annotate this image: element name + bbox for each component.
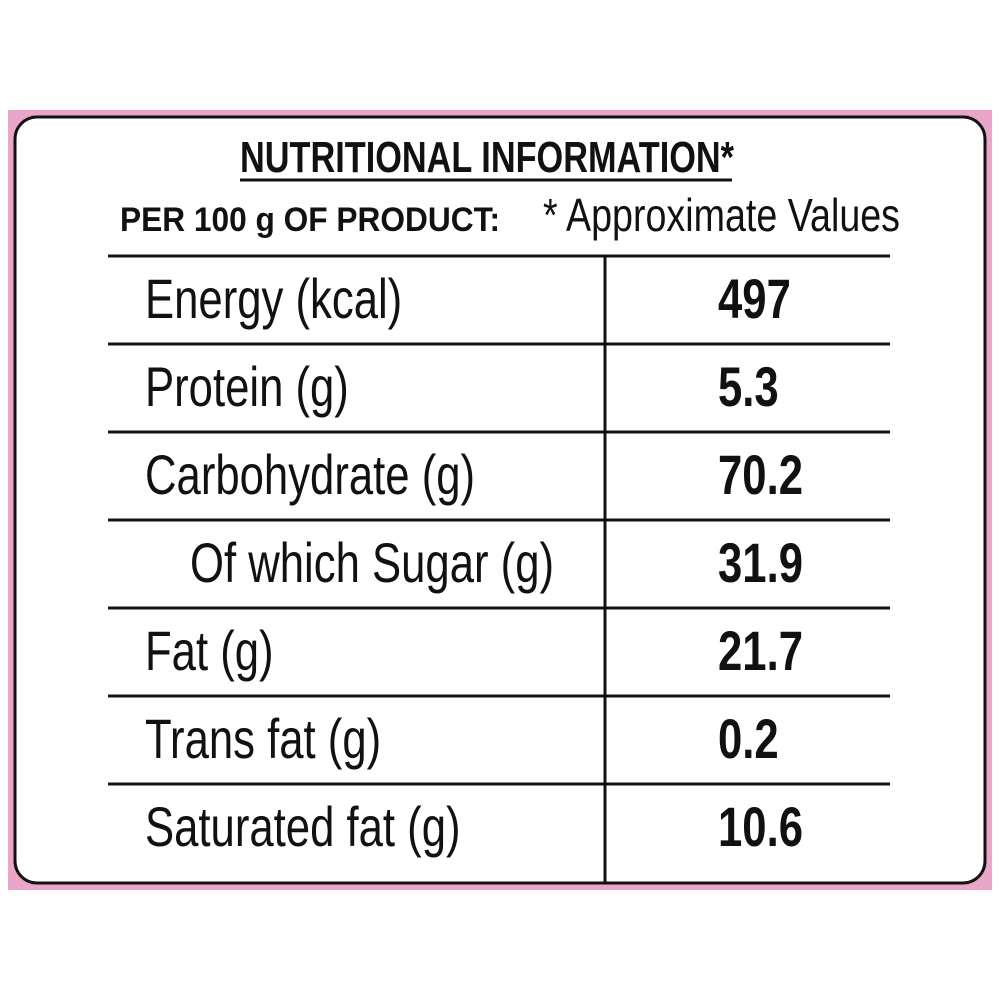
nutrient-value: 0.2 <box>718 708 779 770</box>
note: * Approximate Values <box>543 189 900 241</box>
nutrient-label: Energy (kcal) <box>145 268 402 330</box>
nutrient-value: 21.7 <box>718 620 803 682</box>
nutrient-label: Fat (g) <box>145 620 274 682</box>
nutrient-value: 10.6 <box>718 796 803 858</box>
nutrient-label: Trans fat (g) <box>145 708 381 770</box>
label-panel <box>13 115 987 885</box>
nutrient-value: 70.2 <box>718 444 803 506</box>
nutrient-label: Protein (g) <box>145 356 349 418</box>
nutrient-value: 31.9 <box>718 532 803 594</box>
title: NUTRITIONAL INFORMATION* <box>240 133 735 182</box>
nutrient-label: Saturated fat (g) <box>145 796 461 858</box>
nutrient-value: 5.3 <box>718 356 779 418</box>
basis: PER 100 g OF PRODUCT: <box>120 201 500 239</box>
table-body: Energy (kcal) 497 Protein (g) 5.3 Carbohydra… <box>108 268 890 858</box>
nutrient-label: Carbohydrate (g) <box>145 444 475 506</box>
nutrient-value: 497 <box>718 268 791 330</box>
nutrient-label: Of which Sugar (g) <box>190 532 554 594</box>
